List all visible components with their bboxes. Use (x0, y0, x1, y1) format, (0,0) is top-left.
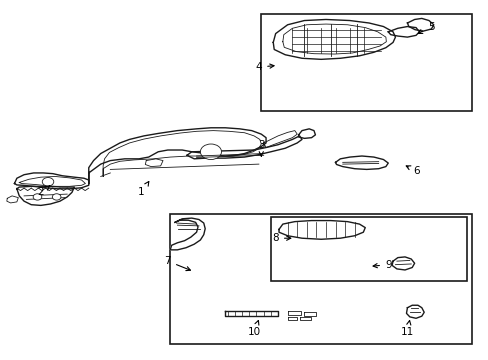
Polygon shape (7, 196, 18, 203)
Polygon shape (225, 311, 278, 316)
Polygon shape (170, 218, 205, 250)
Polygon shape (273, 19, 395, 59)
Polygon shape (299, 317, 310, 320)
Polygon shape (15, 173, 89, 189)
Circle shape (33, 194, 41, 200)
Polygon shape (391, 257, 414, 270)
Bar (270, 217, 467, 280)
Text: 8: 8 (272, 233, 290, 243)
Text: 1: 1 (138, 181, 148, 197)
Polygon shape (89, 128, 265, 184)
Text: 3: 3 (258, 140, 264, 156)
Polygon shape (335, 156, 387, 170)
Polygon shape (17, 186, 74, 206)
Bar (261, 14, 471, 111)
Text: 6: 6 (406, 166, 420, 176)
Text: 5: 5 (417, 22, 434, 33)
Polygon shape (407, 18, 433, 31)
Polygon shape (186, 136, 302, 159)
Text: 10: 10 (247, 320, 260, 337)
Circle shape (42, 177, 54, 186)
Polygon shape (304, 312, 316, 316)
Polygon shape (287, 311, 301, 315)
Text: 7: 7 (164, 256, 190, 271)
Bar (170, 213, 471, 344)
Polygon shape (298, 129, 315, 138)
Circle shape (200, 144, 221, 159)
Polygon shape (406, 305, 424, 318)
Polygon shape (387, 27, 419, 37)
Circle shape (52, 194, 61, 200)
Polygon shape (263, 131, 297, 148)
Text: 9: 9 (372, 260, 391, 270)
Text: 4: 4 (255, 62, 273, 72)
Polygon shape (287, 317, 297, 320)
Text: 2: 2 (38, 186, 50, 197)
Polygon shape (279, 221, 365, 239)
Text: 11: 11 (400, 320, 413, 337)
